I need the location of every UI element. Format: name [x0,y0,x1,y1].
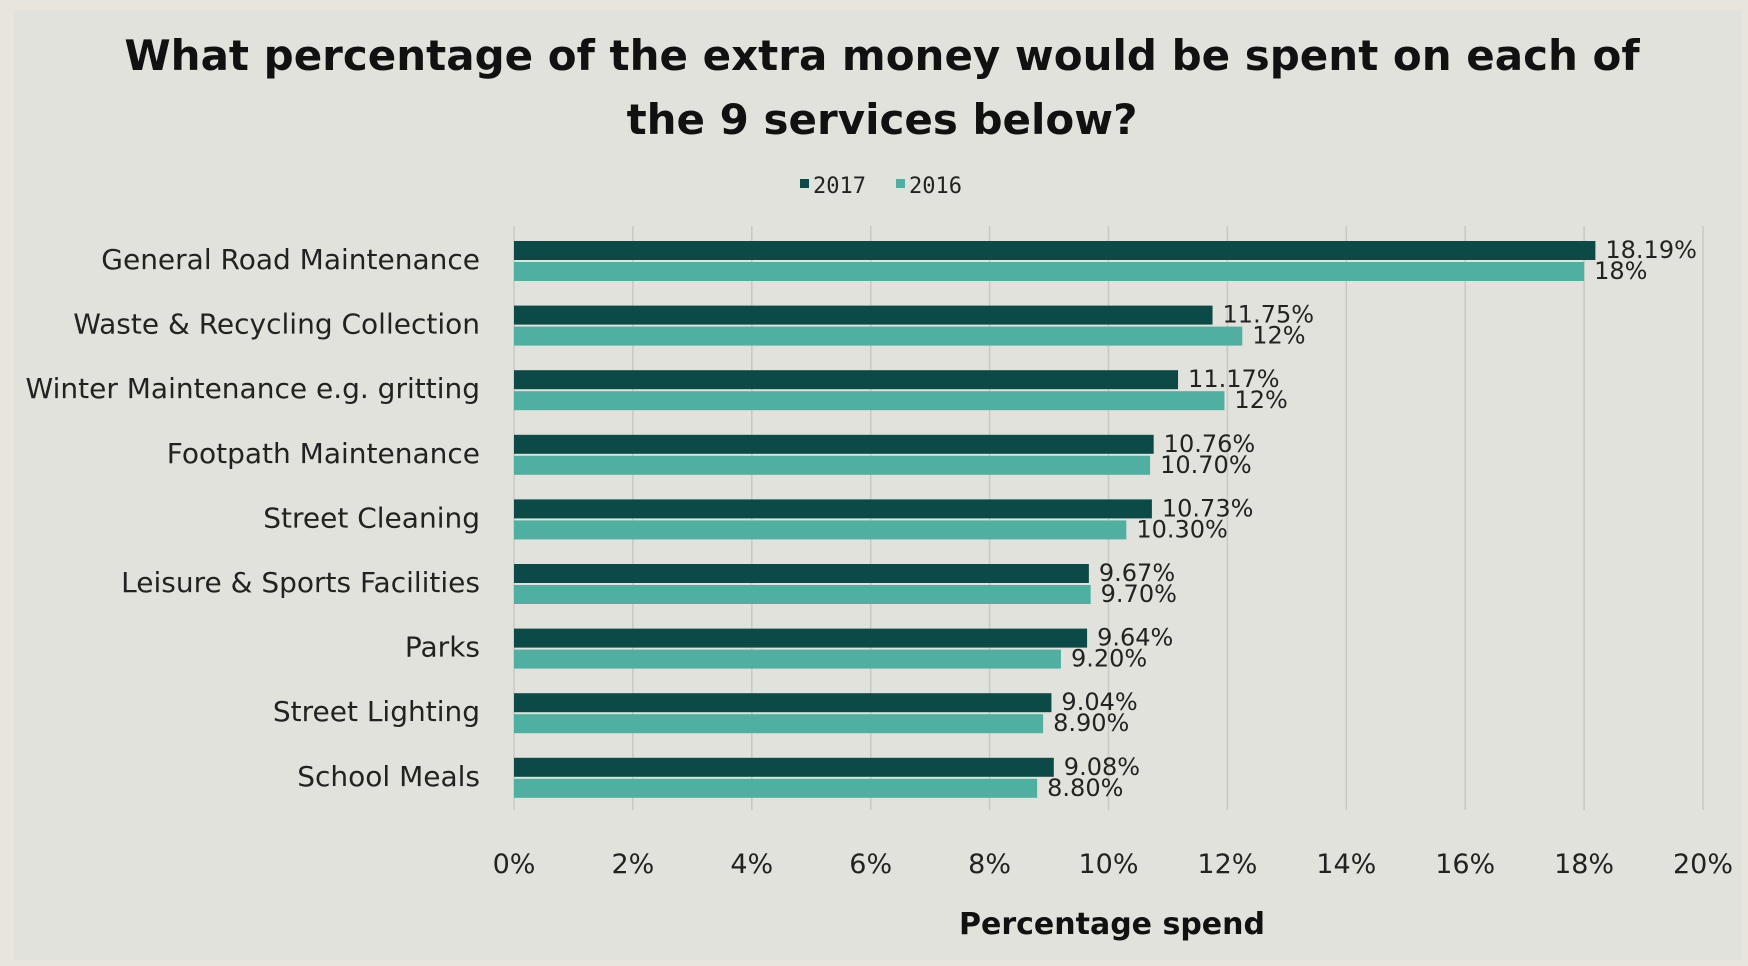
category-labels: General Road Maintenance Waste & Recyclin… [26,243,480,793]
bar-2017-footpath-maintenance [514,434,1154,454]
category-label-street-cleaning: Street Cleaning [263,501,480,534]
x-tick-label: 12% [1197,849,1257,880]
value-label-2016-street-cleaning: 10.30% [1136,515,1228,543]
x-axis-title: Percentage spend [959,907,1265,942]
bar-2016-parks [514,649,1061,669]
bar-2016-street-lighting [514,714,1044,734]
value-label-2016-leisure-sports-facilities: 9.70% [1101,580,1177,608]
value-label-2017-leisure-sports-facilities: 9.67% [1099,559,1175,587]
x-tick-label: 6% [849,849,892,880]
value-label-2017-street-cleaning: 10.73% [1162,494,1254,522]
value-label-2017-parks: 9.64% [1097,624,1173,652]
value-label-2017-footpath-maintenance: 10.76% [1164,430,1256,458]
x-tick-label: 0% [493,849,536,880]
chart-title-line-1: What percentage of the extra money would… [124,31,1640,80]
x-tick-label: 2% [611,849,654,880]
value-label-2017-waste-recycling-collection: 11.75% [1223,301,1315,329]
value-label-2016-parks: 9.20% [1071,645,1147,673]
value-label-2017-winter-maintenance-e-g-gritting: 11.17% [1188,365,1280,393]
legend-label-2016: 2016 [909,174,962,199]
legend-label-2017: 2017 [813,174,866,199]
bar-2017-street-cleaning [514,499,1152,519]
bar-2017-general-road-maintenance [514,241,1596,260]
bar-2017-school-meals [514,757,1054,777]
category-label-general-road-maintenance: General Road Maintenance [101,243,480,276]
value-label-2017-school-meals: 9.08% [1064,753,1140,781]
chart-title-line-2: the 9 services below? [627,95,1138,144]
x-tick-label: 14% [1316,849,1376,880]
bar-2016-street-cleaning [514,520,1127,540]
x-tick-labels: 0% 2% 4% 6% 8% 10% 12% 14% 16% 18% 20% [493,849,1733,880]
legend-swatch-2017 [800,179,809,188]
bar-2017-street-lighting [514,693,1052,713]
category-label-street-lighting: Street Lighting [273,695,480,728]
bar-2016-general-road-maintenance [514,262,1585,281]
bar-2016-footpath-maintenance [514,455,1151,475]
value-label-2017-general-road-maintenance: 18.19% [1605,236,1697,264]
x-tick-label: 8% [968,849,1011,880]
x-tick-label: 4% [730,849,773,880]
x-tick-label: 10% [1078,849,1138,880]
bar-2017-winter-maintenance-e-g-gritting [514,370,1179,390]
x-tick-label: 18% [1554,849,1614,880]
category-label-parks: Parks [405,631,480,664]
data-labels: 18.19%18%11.75%12%11.17%12%10.76%10.70%1… [1047,236,1697,802]
x-tick-label: 20% [1673,849,1733,880]
value-label-2016-school-meals: 8.80% [1047,774,1123,802]
bar-2017-waste-recycling-collection [514,305,1213,325]
x-tick-label: 16% [1435,849,1495,880]
value-label-2016-winter-maintenance-e-g-gritting: 12% [1234,386,1287,414]
category-label-footpath-maintenance: Footpath Maintenance [167,437,480,470]
value-label-2016-general-road-maintenance: 18% [1594,257,1647,285]
value-label-2016-waste-recycling-collection: 12% [1252,322,1305,350]
category-label-school-meals: School Meals [297,760,480,793]
bar-2016-waste-recycling-collection [514,326,1243,346]
bar-2016-school-meals [514,778,1038,798]
legend: 2017 2016 [800,174,962,199]
legend-swatch-2016 [896,179,905,188]
bar-2016-winter-maintenance-e-g-gritting [514,391,1225,411]
bar-2017-leisure-sports-facilities [514,564,1089,583]
value-label-2017-street-lighting: 9.04% [1061,688,1137,716]
chart-title: What percentage of the extra money would… [124,31,1640,144]
category-label-waste-recycling-collection: Waste & Recycling Collection [73,308,480,341]
bar-2017-parks [514,628,1088,648]
value-label-2016-footpath-maintenance: 10.70% [1160,451,1252,479]
chart-panel [14,10,1742,960]
bars [514,241,1596,798]
value-label-2016-street-lighting: 8.90% [1053,709,1129,737]
bar-2016-leisure-sports-facilities [514,585,1091,604]
category-label-winter-maintenance-e-g-gritting: Winter Maintenance e.g. gritting [26,372,480,405]
category-label-leisure-sports-facilities: Leisure & Sports Facilities [121,566,480,599]
